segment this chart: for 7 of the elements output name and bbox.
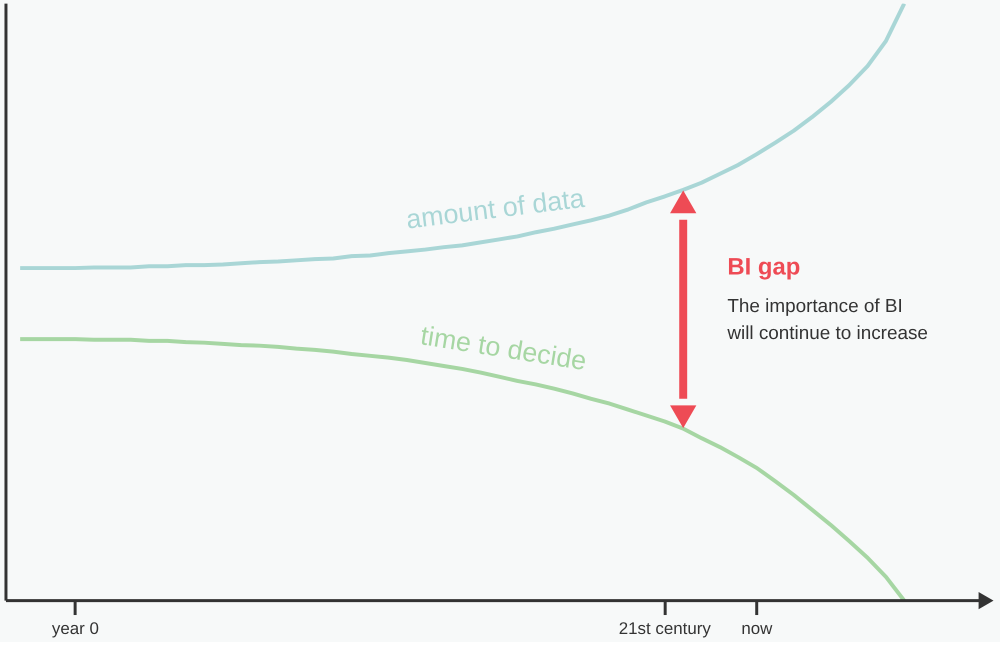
x-tick-label: year 0 [52,618,99,638]
x-tick-label: now [741,618,774,638]
text: amount of data [404,182,586,235]
x-tick-label: 21st century [618,618,712,638]
annotation: BI gap [727,253,800,280]
annotation: The importance of BI will continue to increase [726,296,928,344]
text: time to decide [418,320,588,376]
